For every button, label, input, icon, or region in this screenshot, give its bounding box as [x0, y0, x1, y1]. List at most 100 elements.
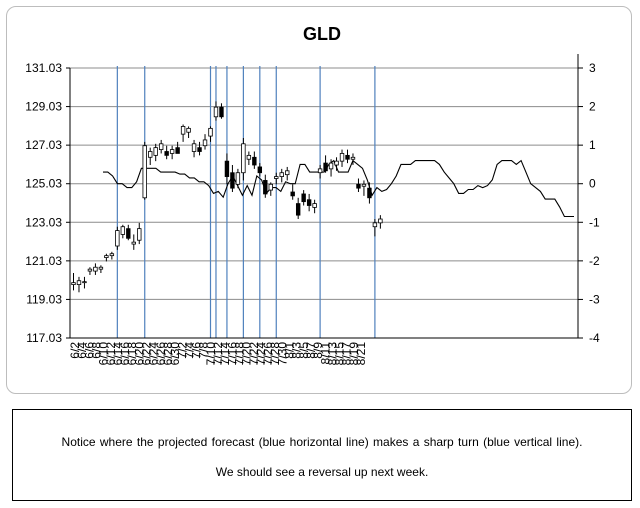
candle-body: [213, 106, 219, 118]
candle: [169, 145, 175, 160]
x-axis-labels: 6/26/46/66/86/106/126/146/166/186/206/22…: [68, 342, 368, 366]
candle: [312, 199, 317, 214]
candle-body: [306, 199, 312, 206]
x-tick-label: 6/8: [90, 342, 104, 359]
right-tick-label: 2: [589, 100, 596, 114]
candle-body: [131, 241, 136, 245]
candle-body: [104, 255, 109, 258]
candle: [235, 168, 241, 189]
x-tick-label: 7/4: [182, 342, 196, 359]
x-tick-label: 6/24: [147, 342, 161, 366]
x-tick-label: 6/16: [118, 342, 132, 366]
candle-body: [224, 160, 230, 177]
candle-body: [372, 222, 378, 228]
candle: [246, 151, 252, 166]
candle-body: [93, 266, 98, 272]
candle-body: [76, 280, 82, 285]
x-tick-label: 8/1: [283, 342, 297, 359]
chart-title: GLD: [303, 24, 341, 44]
left-tick-label: 127.03: [25, 138, 62, 152]
candle-body: [191, 143, 197, 152]
candle: [224, 153, 230, 185]
candle-body: [164, 151, 169, 156]
candle: [345, 149, 350, 164]
candle-body: [169, 149, 175, 154]
left-axis: 117.03 119.03 121.03 123.03 125.03 127.03 129.…: [25, 61, 578, 345]
candle: [180, 124, 186, 142]
candle: [115, 226, 120, 250]
x-tick-label: 8/17: [340, 342, 354, 366]
candle: [257, 163, 263, 177]
candle: [148, 147, 153, 166]
candle-body: [241, 143, 246, 174]
candle: [126, 224, 131, 241]
candle: [241, 138, 246, 181]
right-tick-label: -4: [589, 331, 600, 345]
candle-body: [175, 147, 180, 154]
x-tick-label: 8/13: [325, 342, 339, 366]
x-tick-label: 6/30: [168, 342, 182, 366]
right-axis: -4 -3 -2 -1 0 1 2 3: [577, 54, 600, 345]
candle: [279, 168, 284, 183]
x-tick-label: 7/28: [268, 342, 282, 366]
x-tick-label: 7/14: [218, 342, 232, 366]
left-tick-label: 117.03: [26, 331, 62, 345]
candle-body: [71, 282, 76, 285]
candle: [306, 193, 312, 212]
candle-body: [274, 176, 279, 179]
x-tick-label: 8/7: [304, 342, 318, 359]
right-tick-label: 1: [589, 138, 596, 152]
x-tick-label: 6/4: [75, 342, 89, 359]
right-tick-label: -3: [589, 292, 600, 306]
candle-body: [345, 154, 350, 160]
left-tick-label: 119.03: [26, 292, 62, 306]
candle: [175, 141, 180, 154]
left-tick-label: 129.03: [25, 100, 62, 114]
turn-markers: [116, 66, 376, 338]
x-tick-label: 7/22: [247, 342, 261, 366]
candle-body: [87, 268, 93, 272]
x-tick-label: 8/19: [347, 342, 361, 366]
right-tick-label: -2: [589, 254, 600, 268]
x-tick-label: 7/12: [211, 342, 225, 366]
forecast-series: [103, 159, 574, 218]
candle-body: [317, 168, 323, 174]
candle: [137, 222, 142, 245]
x-tick-label: 7/30: [275, 342, 289, 366]
candle-body: [356, 183, 361, 189]
x-tick-label: 7/10: [204, 342, 218, 366]
right-tick-label: -1: [589, 215, 600, 229]
x-tick-label: 7/16: [225, 342, 239, 366]
x-tick-label: 8/15: [333, 342, 347, 366]
candle: [71, 273, 76, 291]
left-tick-label: 123.03: [25, 215, 62, 229]
candle: [285, 166, 290, 181]
candle-body: [126, 228, 131, 239]
x-tick-label: 8/9: [311, 342, 325, 359]
candle-body: [208, 127, 213, 137]
candle-body: [148, 151, 153, 158]
candle-body: [235, 172, 241, 185]
candle-body: [180, 126, 186, 135]
candle: [339, 149, 345, 167]
candle: [268, 182, 273, 196]
candle: [98, 265, 104, 274]
x-tick-label: 7/24: [254, 342, 268, 366]
right-tick-label: 3: [589, 61, 596, 75]
candle-body: [219, 106, 224, 118]
candle: [317, 165, 323, 179]
x-tick-label: 6/26: [154, 342, 168, 366]
candle: [219, 103, 224, 119]
x-tick-label: 7/20: [240, 342, 254, 366]
x-tick-label: 6/2: [68, 342, 82, 359]
right-tick-label: 0: [589, 177, 596, 191]
gld-chart: GLD 117.03 119.03 121.03 123.03 125.03 127.03…: [25, 24, 600, 366]
candle: [93, 263, 98, 275]
x-tick-label: 8/3: [290, 342, 304, 359]
candle: [372, 219, 378, 237]
x-tick-label: 6/12: [104, 342, 118, 366]
candle-body: [301, 193, 306, 203]
candle: [158, 139, 164, 154]
candle: [290, 184, 295, 200]
candle-body: [230, 172, 235, 189]
